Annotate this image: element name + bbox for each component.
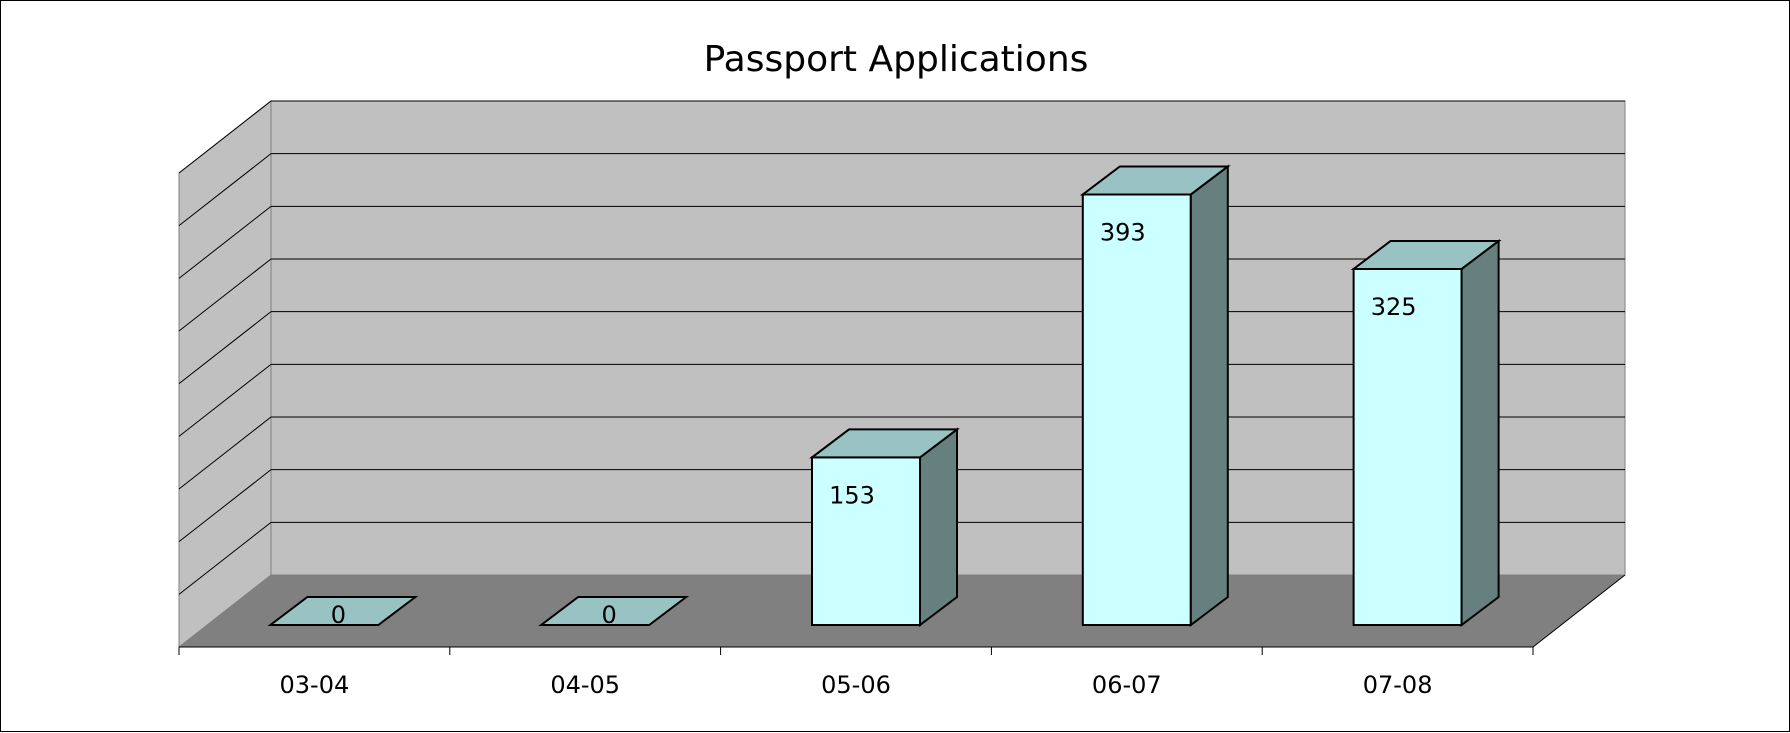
- data-label: 393: [1100, 218, 1146, 246]
- gridline-side: [178, 153, 272, 227]
- gridline-side: [178, 363, 272, 437]
- gridline-side: [178, 416, 272, 490]
- gridline-side: [178, 258, 272, 332]
- bar-top-07-08: [1350, 239, 1502, 270]
- gridline-side: [178, 311, 272, 385]
- bar-07-08: [1352, 267, 1463, 626]
- floor-edge: [1532, 574, 1626, 648]
- bar-side-05-06: [919, 427, 958, 628]
- data-label: 325: [1371, 293, 1417, 321]
- bar-top-05-06: [809, 428, 960, 459]
- x-tick-label: 06-07: [1092, 671, 1162, 699]
- gridline-side: [178, 469, 272, 543]
- data-label: 0: [331, 601, 346, 629]
- gridline-side: [178, 521, 272, 595]
- x-tick-label: 03-04: [280, 671, 350, 699]
- bar-05-06: [811, 456, 921, 626]
- bar-top-04-05: [538, 596, 690, 626]
- gridline-side: [178, 205, 272, 279]
- x-tick-label: 04-05: [550, 671, 620, 699]
- bar-06-07: [1081, 193, 1192, 626]
- x-tick-label: 07-08: [1363, 671, 1433, 699]
- side-wall: [178, 99, 272, 649]
- bar-top-03-04: [267, 596, 419, 626]
- bar-top-06-07: [1079, 165, 1231, 196]
- x-tick-label: 05-06: [821, 671, 891, 699]
- data-label: 0: [602, 601, 617, 629]
- gridline-side: [178, 100, 272, 174]
- bar-side-06-07: [1189, 164, 1229, 628]
- data-label: 153: [829, 481, 875, 509]
- chart-title: Passport Applications: [703, 39, 1089, 80]
- bar-side-07-08: [1460, 238, 1500, 628]
